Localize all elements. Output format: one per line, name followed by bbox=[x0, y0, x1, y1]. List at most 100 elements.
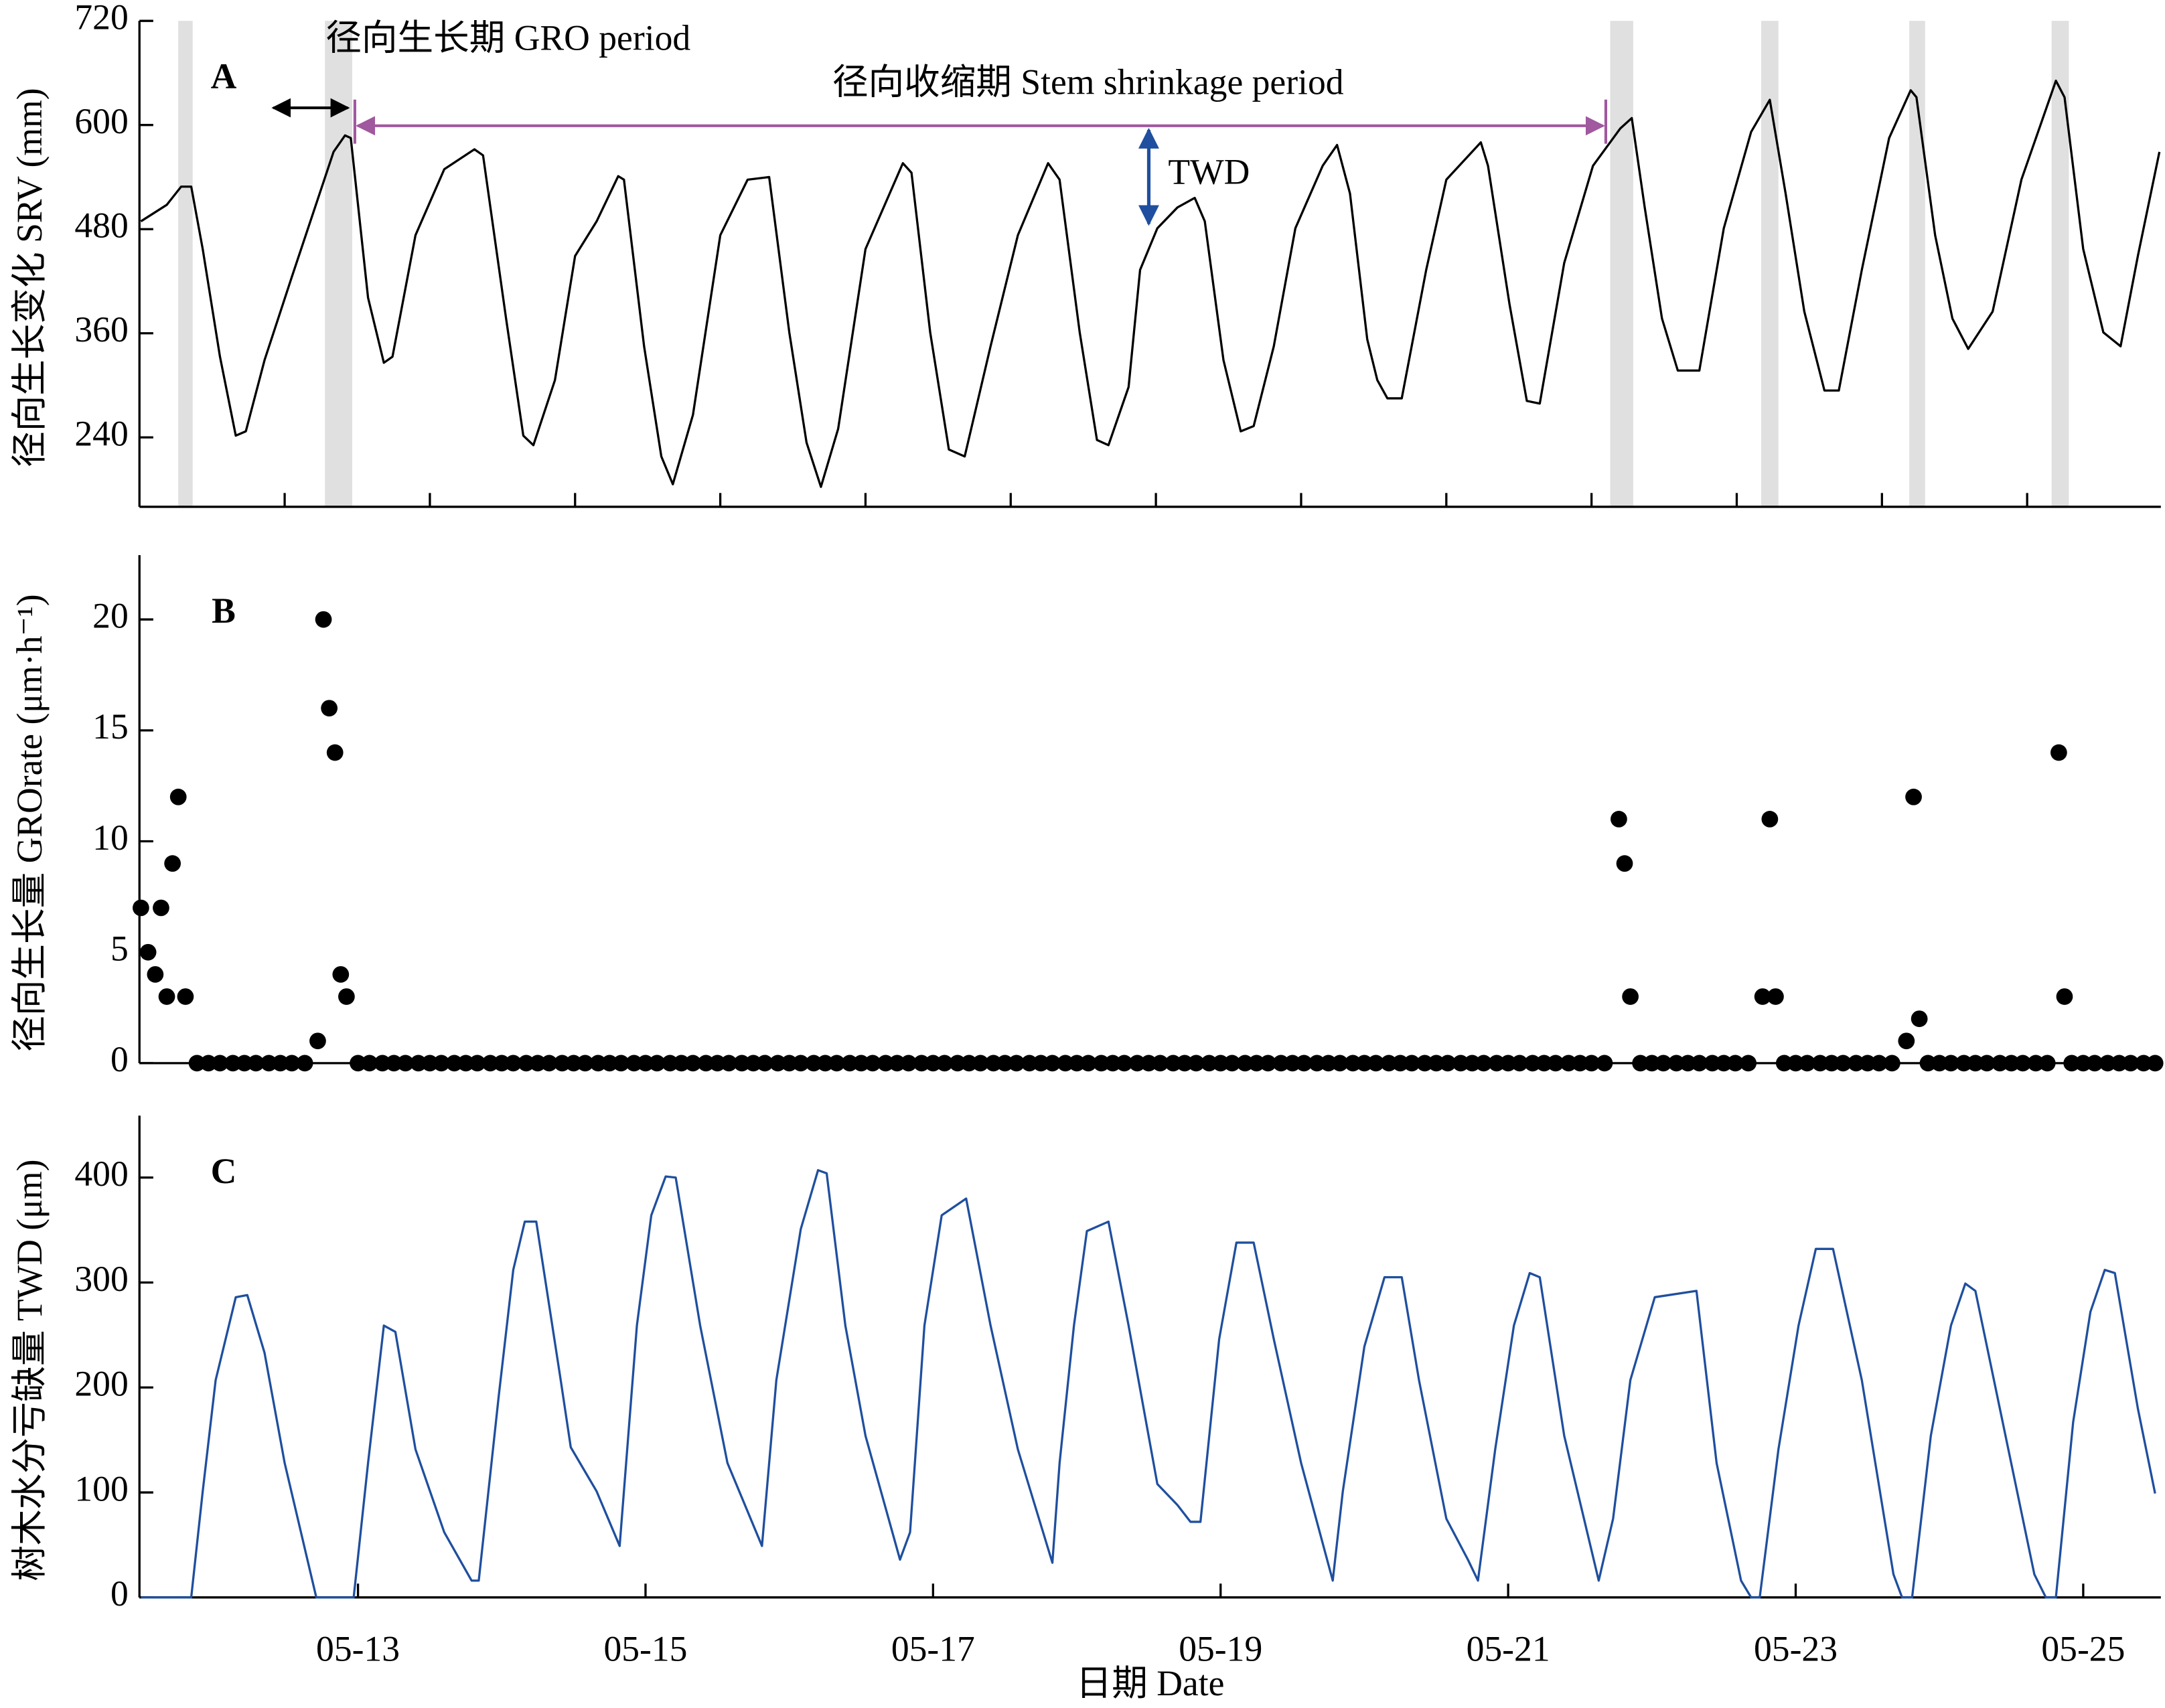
data-point bbox=[338, 988, 355, 1005]
data-point bbox=[1008, 1055, 1025, 1072]
data-point bbox=[374, 1055, 391, 1072]
data-point bbox=[1655, 1055, 1672, 1072]
data-point bbox=[385, 1055, 402, 1072]
data-point bbox=[133, 899, 149, 917]
data-point bbox=[1898, 1032, 1915, 1050]
data-point bbox=[1320, 1055, 1337, 1072]
y-tick-label: 0 bbox=[110, 1039, 129, 1079]
data-point bbox=[2038, 1055, 2056, 1072]
x-axis-label: 日期 Date bbox=[1076, 1663, 1225, 1703]
data-point bbox=[985, 1055, 1002, 1072]
y-tick-label: 600 bbox=[74, 101, 128, 141]
data-point bbox=[721, 1055, 737, 1072]
y-tick-label: 300 bbox=[74, 1259, 128, 1299]
data-point bbox=[1272, 1055, 1290, 1072]
data-point bbox=[1524, 1055, 1541, 1072]
data-point bbox=[1611, 811, 1627, 828]
y-tick-label: 200 bbox=[74, 1364, 128, 1404]
data-point bbox=[469, 1055, 486, 1072]
data-point bbox=[816, 1055, 834, 1072]
x-tick-label: 05-13 bbox=[316, 1629, 400, 1669]
data-point bbox=[1452, 1055, 1469, 1072]
y-tick-label: 0 bbox=[110, 1573, 129, 1614]
data-point bbox=[177, 988, 194, 1005]
data-point bbox=[1978, 1055, 1996, 1072]
data-point bbox=[1715, 1055, 1732, 1072]
data-point bbox=[1093, 1055, 1110, 1072]
annotation: 径向收缩期 Stem shrinkage period bbox=[832, 62, 1344, 102]
data-point bbox=[2146, 1055, 2164, 1072]
data-point bbox=[164, 855, 181, 872]
data-point bbox=[272, 1055, 289, 1072]
data-point bbox=[589, 1055, 607, 1072]
data-point bbox=[421, 1055, 439, 1072]
data-point bbox=[960, 1055, 978, 1072]
data-point bbox=[1079, 1055, 1097, 1072]
y-tick-label: 240 bbox=[74, 414, 128, 454]
data-point bbox=[200, 1055, 217, 1072]
data-point bbox=[1547, 1055, 1564, 1072]
data-point bbox=[1403, 1055, 1420, 1072]
data-point bbox=[446, 1055, 463, 1072]
data-point bbox=[996, 1055, 1014, 1072]
data-point bbox=[924, 1055, 942, 1072]
shaded-span bbox=[1610, 21, 1633, 507]
data-point bbox=[2014, 1055, 2032, 1072]
data-point bbox=[1911, 1010, 1928, 1027]
data-point bbox=[1356, 1055, 1373, 1072]
data-point bbox=[1223, 1055, 1241, 1072]
data-point bbox=[1679, 1055, 1696, 1072]
data-point bbox=[2063, 1055, 2081, 1072]
data-point bbox=[1848, 1055, 1865, 1072]
data-point bbox=[169, 788, 187, 805]
data-point bbox=[260, 1055, 277, 1072]
data-point bbox=[828, 1055, 845, 1072]
annotation: 径向生长期 GRO period bbox=[325, 17, 690, 58]
data-point bbox=[493, 1055, 510, 1072]
data-point bbox=[326, 744, 344, 761]
shaded-span bbox=[1909, 21, 1925, 507]
data-point bbox=[236, 1055, 253, 1072]
panel-label: B bbox=[212, 591, 236, 631]
data-point bbox=[684, 1055, 702, 1072]
data-point bbox=[1044, 1055, 1061, 1072]
data-point bbox=[900, 1055, 917, 1072]
data-point bbox=[1859, 1055, 1876, 1072]
data-point bbox=[505, 1055, 522, 1072]
data-point bbox=[1295, 1055, 1313, 1072]
data-point bbox=[697, 1055, 715, 1072]
data-point bbox=[1140, 1055, 1157, 1072]
data-point bbox=[577, 1055, 594, 1072]
x-tick-label: 05-19 bbox=[1179, 1629, 1262, 1669]
data-point bbox=[518, 1055, 535, 1072]
data-point bbox=[1057, 1055, 1074, 1072]
data-point bbox=[224, 1055, 242, 1072]
data-point bbox=[1416, 1055, 1433, 1072]
data-point bbox=[1704, 1055, 1721, 1072]
data-point bbox=[781, 1055, 798, 1072]
data-point bbox=[529, 1055, 546, 1072]
shaded-span bbox=[1761, 21, 1779, 507]
data-point bbox=[350, 1055, 366, 1072]
data-point bbox=[2075, 1055, 2092, 1072]
data-point bbox=[540, 1055, 558, 1072]
data-point bbox=[1212, 1055, 1229, 1072]
data-point bbox=[147, 965, 164, 983]
data-point bbox=[2111, 1055, 2127, 1072]
data-point bbox=[1691, 1055, 1708, 1072]
data-point bbox=[1787, 1055, 1804, 1072]
data-point bbox=[158, 988, 175, 1005]
data-point bbox=[2086, 1055, 2103, 1072]
data-point bbox=[1104, 1055, 1122, 1072]
data-point bbox=[1187, 1055, 1205, 1072]
data-point bbox=[1823, 1055, 1840, 1072]
data-point bbox=[2027, 1055, 2044, 1072]
data-point bbox=[283, 1055, 301, 1072]
data-point bbox=[1488, 1055, 1505, 1072]
data-point bbox=[1942, 1055, 1959, 1072]
data-point bbox=[1152, 1055, 1169, 1072]
data-point bbox=[1439, 1055, 1457, 1072]
data-point bbox=[1596, 1055, 1613, 1072]
data-point bbox=[1667, 1055, 1685, 1072]
data-point bbox=[792, 1055, 810, 1072]
